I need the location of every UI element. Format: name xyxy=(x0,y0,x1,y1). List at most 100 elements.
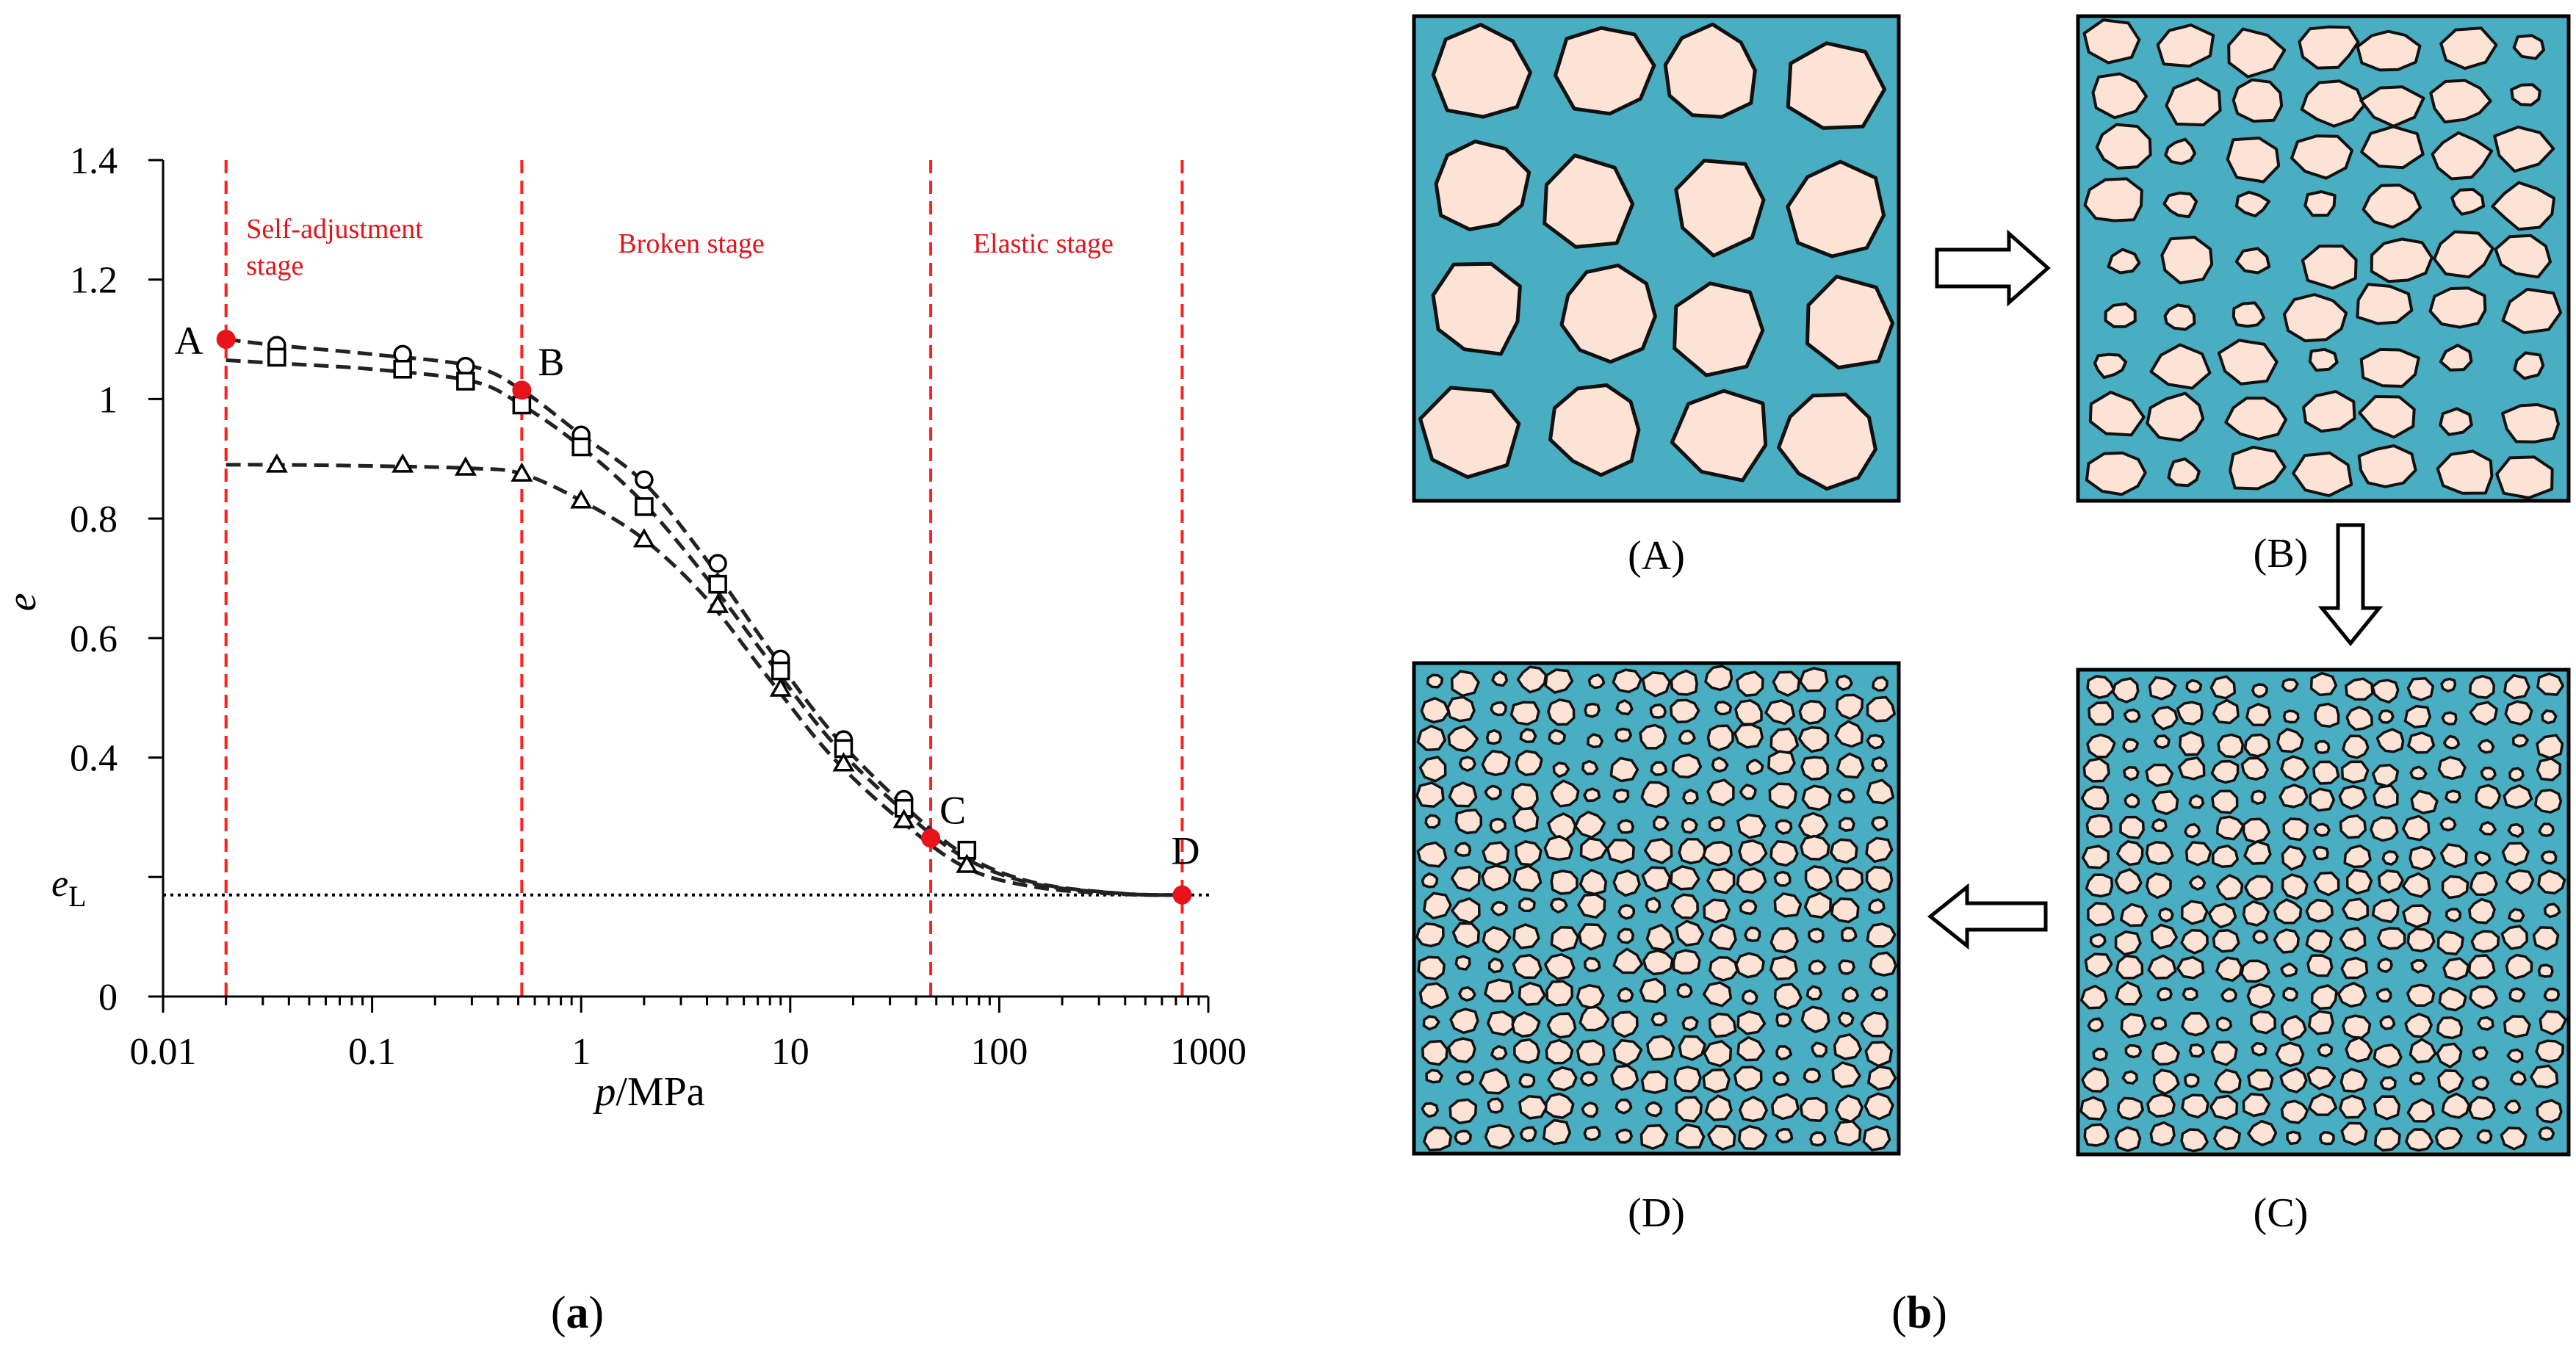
grain xyxy=(2305,898,2334,923)
grain xyxy=(2537,963,2554,978)
grain xyxy=(1418,982,1449,1010)
grain xyxy=(2150,1016,2168,1031)
grain xyxy=(2409,1038,2437,1064)
grain xyxy=(1674,159,1766,258)
stage-label: Broken stage xyxy=(618,228,764,259)
grain xyxy=(2156,23,2215,68)
grain xyxy=(2282,709,2300,724)
grain xyxy=(1871,816,1888,832)
grain xyxy=(2406,1098,2436,1123)
grain xyxy=(1485,728,1502,745)
grain xyxy=(1775,1012,1792,1028)
grain xyxy=(2508,908,2525,922)
y-axis-title: e xyxy=(0,593,45,612)
grain xyxy=(2242,900,2270,927)
grain xyxy=(1643,837,1673,864)
grain xyxy=(1581,759,1599,775)
grain xyxy=(2342,734,2370,759)
grain xyxy=(2371,679,2400,704)
grain xyxy=(2207,903,2237,929)
grain xyxy=(1733,1066,1763,1092)
grain xyxy=(2445,789,2461,803)
grain xyxy=(2441,711,2458,726)
grain xyxy=(2345,706,2373,731)
grain xyxy=(1547,698,1576,726)
grain xyxy=(1458,756,1476,772)
grain xyxy=(1450,670,1480,698)
grain xyxy=(1547,1066,1578,1092)
grain xyxy=(2474,850,2492,867)
grain xyxy=(2180,900,2209,925)
grain xyxy=(2217,733,2245,759)
grain xyxy=(2340,760,2370,784)
data-point-square xyxy=(267,347,286,367)
grain xyxy=(1839,817,1855,832)
grain xyxy=(1579,837,1609,862)
grain xyxy=(1703,898,1731,924)
grain xyxy=(1864,1092,1894,1121)
grain xyxy=(2536,757,2562,782)
grain xyxy=(1866,734,1886,750)
grain xyxy=(1775,819,1793,835)
grain xyxy=(2280,1015,2307,1041)
grain xyxy=(2405,1128,2434,1152)
y-ticks: 0 0.4 0.6 0.8 1 1.2 1.4 xyxy=(70,140,163,1019)
grain xyxy=(1675,1123,1706,1149)
grain xyxy=(1640,781,1670,809)
grain xyxy=(2409,765,2428,781)
grain xyxy=(2213,1125,2241,1151)
grain xyxy=(1583,1126,1601,1142)
grain xyxy=(1454,842,1472,857)
grain xyxy=(2273,928,2300,954)
grain xyxy=(1733,723,1764,749)
grain xyxy=(1482,841,1510,867)
grain xyxy=(1612,668,1642,694)
grain xyxy=(1681,1016,1699,1032)
grain xyxy=(1866,922,1897,948)
grain xyxy=(2176,955,2205,980)
grain xyxy=(1454,809,1483,835)
grain xyxy=(2279,784,2309,809)
grain xyxy=(2378,709,2395,724)
grain xyxy=(2379,1015,2396,1030)
grain xyxy=(2313,822,2331,837)
grain xyxy=(1708,816,1725,832)
data-point-circle xyxy=(635,470,654,490)
grain xyxy=(2079,1096,2107,1121)
key-point-label: C xyxy=(939,788,966,832)
grain xyxy=(2282,293,2348,343)
grain xyxy=(1513,1038,1540,1064)
grain xyxy=(2503,673,2530,700)
grain xyxy=(1803,1068,1822,1084)
grain xyxy=(2148,676,2177,701)
panel-c-caption: (C) xyxy=(2254,1190,2309,1236)
grain xyxy=(1550,779,1580,808)
grain xyxy=(2251,1041,2267,1057)
panel-a-caption: (A) xyxy=(1628,533,1685,579)
grain xyxy=(2107,247,2141,275)
grain xyxy=(2510,83,2541,106)
grain xyxy=(2377,869,2404,894)
grain xyxy=(1543,834,1573,861)
grain xyxy=(2188,1043,2205,1058)
grain xyxy=(1768,782,1797,810)
panel-b: (B) xyxy=(2076,14,2571,576)
grain xyxy=(1801,784,1832,811)
grain xyxy=(1805,275,1895,370)
grain xyxy=(1865,865,1894,894)
grain xyxy=(1431,261,1522,356)
grain xyxy=(2181,1011,2210,1037)
grain xyxy=(1639,1124,1669,1150)
grain xyxy=(2211,789,2239,814)
grain xyxy=(1421,872,1439,889)
y-tick-label: 1.2 xyxy=(70,260,118,302)
grain xyxy=(1458,985,1476,1002)
grain xyxy=(2306,1066,2337,1091)
grain xyxy=(2150,923,2179,950)
grain xyxy=(2469,870,2498,896)
grain xyxy=(1423,892,1452,920)
grain xyxy=(1734,699,1763,726)
grain xyxy=(1797,726,1830,753)
grain xyxy=(1511,1011,1541,1038)
arrow-left-icon xyxy=(1927,883,2048,950)
